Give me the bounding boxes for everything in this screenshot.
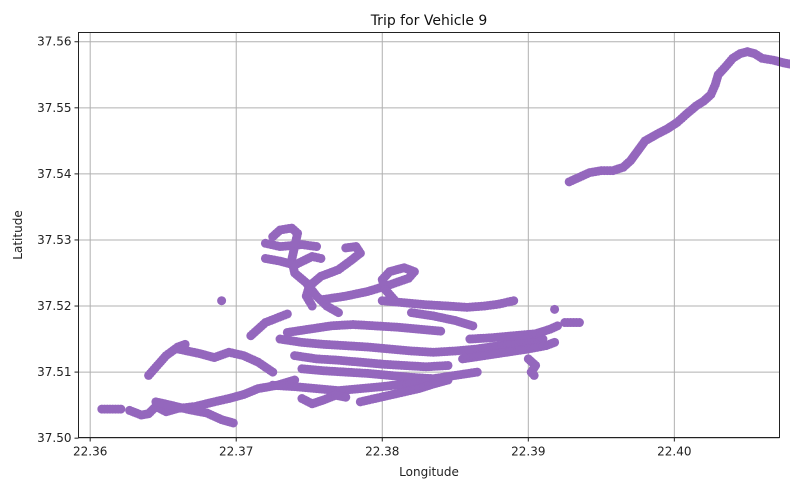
gps-point (509, 296, 519, 306)
x-tick-label: 22.37 (219, 445, 253, 459)
y-tick-label: 37.54 (37, 167, 71, 181)
y-axis-label: Latitude (11, 210, 25, 259)
points-layer (97, 47, 790, 428)
gps-point (268, 367, 278, 377)
gps-point (550, 337, 560, 347)
gps-point (553, 321, 563, 331)
gps-point (316, 253, 326, 263)
ticks-layer: 22.36 22.37 22.38 22.39 22.40 37.50 37.51 37.52… (37, 35, 691, 459)
gps-point (116, 404, 126, 414)
gps-point (574, 318, 584, 328)
gps-point (307, 301, 317, 311)
x-axis-label: Longitude (399, 465, 459, 479)
gps-point (217, 296, 227, 306)
gps-point (228, 418, 238, 428)
y-tick-label: 37.52 (37, 299, 71, 313)
gps-point (312, 242, 322, 252)
y-tick-label: 37.55 (37, 101, 71, 115)
gps-point (443, 360, 453, 370)
plot-frame (78, 32, 780, 438)
x-tick-label: 22.36 (73, 445, 107, 459)
chart-title: Trip for Vehicle 9 (370, 13, 488, 29)
gps-point (443, 375, 453, 385)
gps-point (529, 370, 539, 380)
y-tick-label: 37.51 (37, 365, 71, 379)
gps-point (787, 60, 790, 69)
y-tick-label: 37.56 (37, 35, 71, 49)
y-tick-label: 37.50 (37, 431, 71, 445)
y-tick-label: 37.53 (37, 233, 71, 247)
gps-point (436, 326, 446, 336)
gps-point (282, 309, 292, 319)
x-tick-label: 22.39 (511, 445, 545, 459)
gps-point (550, 304, 560, 314)
gps-point (468, 321, 478, 331)
grid-layer (78, 32, 780, 439)
gps-point (333, 308, 343, 318)
gps-point (472, 367, 482, 377)
gps-point (341, 392, 351, 402)
x-tick-label: 22.38 (365, 445, 399, 459)
x-tick-label: 22.40 (657, 445, 691, 459)
